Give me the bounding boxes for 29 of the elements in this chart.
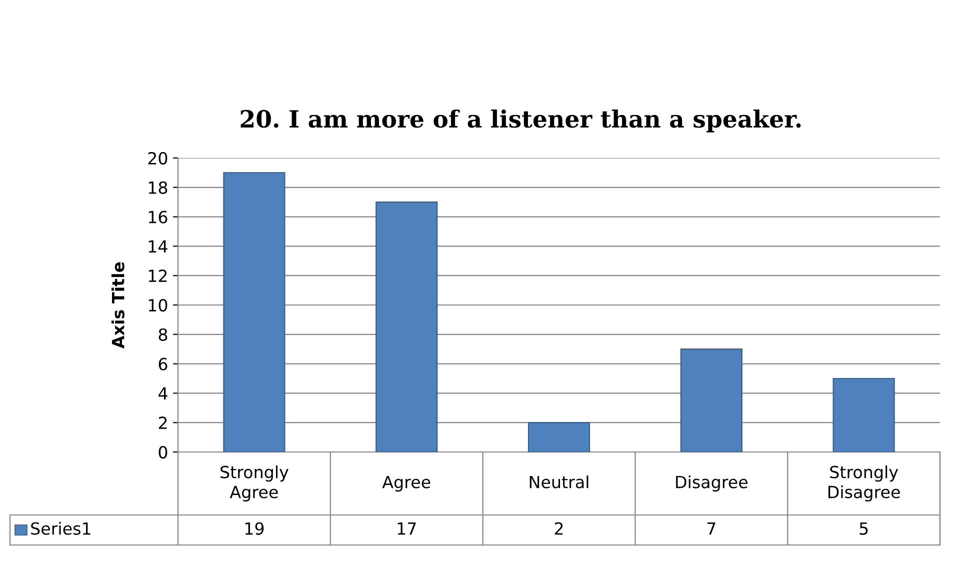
y-tick-label: 0 bbox=[158, 446, 168, 459]
bar bbox=[376, 202, 438, 452]
y-tick-label: 12 bbox=[148, 270, 167, 282]
data-label: 7 bbox=[707, 522, 716, 535]
y-tick-label: 8 bbox=[158, 328, 168, 341]
bar bbox=[680, 348, 742, 452]
y-tick-label: 20 bbox=[148, 152, 168, 165]
x-tick-label: Strongly Agree bbox=[220, 465, 288, 502]
y-tick-label: 6 bbox=[158, 358, 168, 370]
y-axis-title: Axis Title bbox=[111, 262, 124, 348]
y-tick-label: 4 bbox=[158, 387, 168, 400]
bar bbox=[528, 422, 590, 452]
x-tick-label: Strongly Disagree bbox=[828, 465, 900, 502]
y-tick-label: 14 bbox=[148, 240, 168, 253]
chart-title: 20. I am more of a listener than a speaker. bbox=[240, 110, 801, 132]
y-tick-label: 16 bbox=[148, 210, 168, 224]
x-tick-label: Disagree bbox=[676, 475, 748, 492]
bar bbox=[223, 172, 286, 452]
data-label: 17 bbox=[398, 522, 416, 535]
data-label: 5 bbox=[860, 522, 868, 535]
y-tick-label: 10 bbox=[148, 298, 168, 312]
data-label: 2 bbox=[554, 522, 563, 535]
x-tick-label: Neutral bbox=[530, 475, 588, 488]
legend-label: Series1 bbox=[31, 522, 90, 535]
x-tick-label: Agree bbox=[382, 476, 430, 492]
y-tick-label: 2 bbox=[158, 416, 167, 429]
data-label: 19 bbox=[245, 522, 264, 535]
bar bbox=[832, 378, 895, 452]
y-tick-label: 18 bbox=[148, 181, 168, 194]
